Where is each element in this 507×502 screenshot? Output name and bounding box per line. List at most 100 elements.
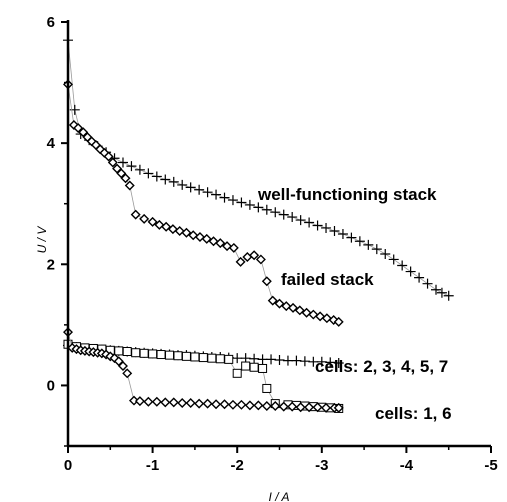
data-point xyxy=(126,161,137,172)
data-point xyxy=(240,353,251,364)
data-point xyxy=(431,284,442,295)
data-point xyxy=(211,189,222,200)
data-point xyxy=(202,398,213,409)
data-point xyxy=(288,302,299,313)
data-point xyxy=(181,227,192,238)
data-point xyxy=(241,361,251,371)
data-point xyxy=(304,402,315,413)
data-point xyxy=(261,204,272,215)
x-tick-label: -5 xyxy=(484,457,497,474)
data-point xyxy=(354,236,365,247)
data-point xyxy=(278,209,289,220)
data-point xyxy=(278,401,289,412)
data-point xyxy=(211,399,222,410)
series-1 xyxy=(63,79,344,327)
series-line xyxy=(67,331,339,409)
data-point xyxy=(190,352,200,362)
annotation-failed-stack: failed stack xyxy=(281,270,374,289)
data-point xyxy=(388,254,399,265)
data-point xyxy=(219,399,230,410)
data-point xyxy=(122,347,132,357)
data-point xyxy=(232,368,242,378)
x-axis-label: I / A xyxy=(269,490,290,502)
data-point xyxy=(299,356,310,367)
data-point xyxy=(337,229,348,239)
x-tick-label: -3 xyxy=(315,457,328,474)
data-point xyxy=(194,232,205,243)
data-point xyxy=(244,400,255,411)
data-point xyxy=(148,349,158,359)
data-point xyxy=(118,361,128,372)
data-point xyxy=(161,221,172,232)
data-point xyxy=(295,402,306,413)
data-point xyxy=(287,212,298,223)
data-point xyxy=(304,217,315,228)
data-point xyxy=(224,354,234,364)
data-point xyxy=(443,290,454,301)
annotation-well-functioning-stack: well-functioning stack xyxy=(257,185,437,204)
data-point xyxy=(116,168,127,179)
y-tick-label: 2 xyxy=(47,256,55,273)
data-point xyxy=(134,164,145,175)
data-point xyxy=(371,244,382,255)
data-point xyxy=(208,236,219,247)
data-point xyxy=(249,362,259,372)
data-point xyxy=(103,151,114,162)
data-point xyxy=(165,350,175,360)
data-point xyxy=(274,298,285,309)
data-point xyxy=(321,402,332,413)
data-point xyxy=(168,176,179,187)
data-point xyxy=(236,197,247,208)
data-point xyxy=(329,225,340,236)
data-point xyxy=(363,239,374,250)
data-point xyxy=(270,401,281,412)
data-point xyxy=(255,254,266,265)
data-point xyxy=(151,396,162,407)
data-point xyxy=(261,276,272,287)
data-point xyxy=(346,232,357,243)
data-point xyxy=(107,157,118,168)
data-point xyxy=(114,346,124,356)
data-point xyxy=(266,354,277,365)
data-point xyxy=(201,233,212,244)
data-point xyxy=(261,401,272,412)
x-tick-label: 0 xyxy=(64,457,72,474)
data-point xyxy=(232,353,243,364)
data-point xyxy=(316,356,327,367)
data-point xyxy=(257,354,268,365)
data-point xyxy=(380,248,391,259)
data-point xyxy=(312,220,323,231)
data-point xyxy=(253,400,264,411)
data-point xyxy=(156,350,166,360)
data-point xyxy=(258,363,268,373)
data-point xyxy=(139,348,149,358)
data-point xyxy=(436,287,447,298)
data-point xyxy=(117,157,128,168)
data-point xyxy=(249,250,260,261)
data-point xyxy=(202,187,213,198)
data-point xyxy=(143,396,154,407)
data-point xyxy=(405,266,416,277)
data-point xyxy=(291,355,302,366)
data-point xyxy=(207,353,217,363)
data-point xyxy=(244,199,255,210)
data-point xyxy=(308,356,319,367)
data-point xyxy=(301,307,312,318)
data-point xyxy=(177,179,188,190)
data-point xyxy=(124,180,135,191)
data-point xyxy=(262,383,272,393)
data-point xyxy=(215,354,225,364)
data-point xyxy=(219,192,230,203)
x-tick-label: -4 xyxy=(400,457,414,474)
data-point xyxy=(181,351,191,361)
data-point xyxy=(78,127,89,138)
data-point xyxy=(274,354,285,365)
data-point xyxy=(227,195,238,206)
data-point xyxy=(134,396,145,407)
data-point xyxy=(143,168,154,179)
y-tick-label: 4 xyxy=(47,135,56,152)
data-point xyxy=(120,173,131,184)
data-point xyxy=(270,207,281,218)
data-point xyxy=(113,356,124,367)
